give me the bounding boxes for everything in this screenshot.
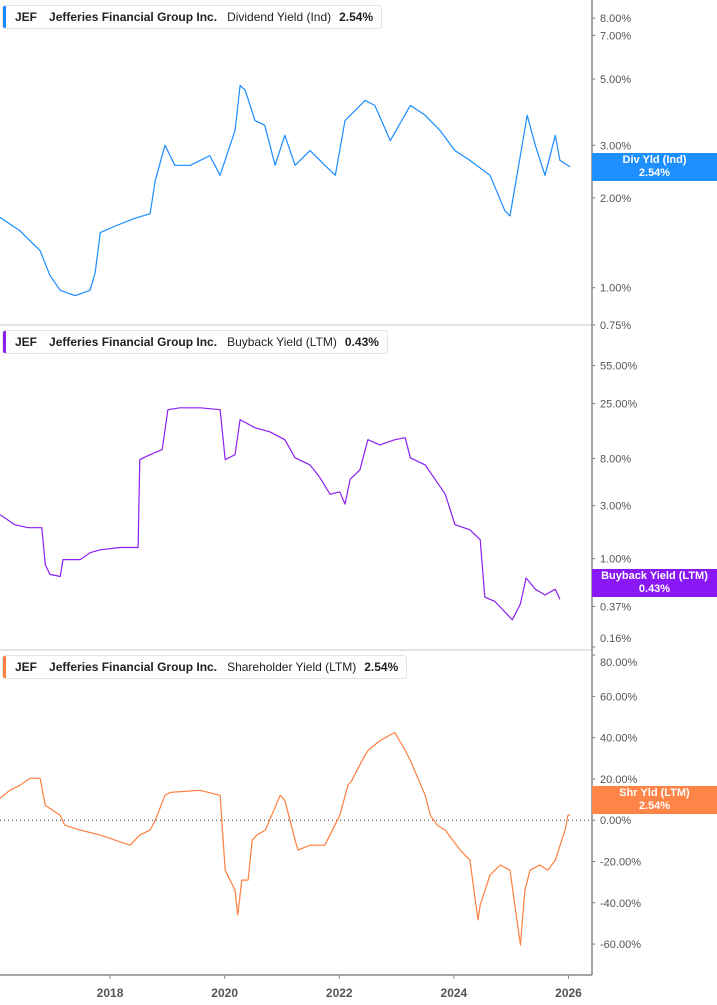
y-tick-label: -40.00% bbox=[600, 898, 641, 910]
y-tick-label: 60.00% bbox=[600, 691, 638, 703]
legend-ticker: JEF bbox=[15, 660, 38, 674]
y-tick-label: 3.00% bbox=[600, 501, 631, 513]
tag-label: Shr Yld (LTM) bbox=[619, 787, 690, 799]
x-tick-label: 2020 bbox=[211, 986, 238, 1000]
series-line-1 bbox=[0, 84, 571, 297]
y-tick-label: 8.00% bbox=[600, 453, 631, 465]
y-tick-label: 3.00% bbox=[600, 140, 631, 152]
series-color-marker bbox=[3, 656, 6, 678]
series-color-marker bbox=[3, 331, 6, 353]
legend-company: Jefferies Financial Group Inc. bbox=[49, 10, 218, 24]
current-value-tag-shareholder: Shr Yld (LTM) 2.54% bbox=[592, 786, 717, 814]
legend-metric: Shareholder Yield (LTM) bbox=[227, 660, 357, 674]
x-tick-label: 2026 bbox=[555, 986, 582, 1000]
y-tick-label: 7.00% bbox=[600, 30, 631, 42]
tag-label: Buyback Yield (LTM) bbox=[601, 570, 708, 582]
legend-shareholder-yield: JEF Jefferies Financial Group Inc. Share… bbox=[2, 655, 408, 679]
legend-company: Jefferies Financial Group Inc. bbox=[49, 335, 218, 349]
y-tick-label: 0.00% bbox=[600, 815, 631, 827]
series-color-marker bbox=[3, 6, 6, 28]
legend-metric: Buyback Yield (LTM) bbox=[227, 335, 337, 349]
legend-value: 2.54% bbox=[339, 10, 374, 24]
legend-metric: Dividend Yield (Ind) bbox=[227, 10, 332, 24]
legend-value: 0.43% bbox=[344, 335, 379, 349]
y-tick-label: 80.00% bbox=[600, 657, 638, 669]
y-tick-label: -60.00% bbox=[600, 939, 641, 951]
legend-company: Jefferies Financial Group Inc. bbox=[49, 660, 218, 674]
legend-ticker: JEF bbox=[15, 10, 38, 24]
tag-value: 0.43% bbox=[638, 583, 671, 595]
current-value-tag-buyback: Buyback Yield (LTM) 0.43% bbox=[592, 569, 717, 597]
y-tick-label: 5.00% bbox=[600, 74, 631, 86]
y-tick-label: 0.16% bbox=[600, 633, 631, 645]
tag-label: Div Yld (Ind) bbox=[622, 154, 687, 166]
y-tick-label: 8.00% bbox=[600, 13, 631, 25]
y-tick-label: 2.00% bbox=[600, 193, 631, 205]
legend-value: 2.54% bbox=[364, 660, 399, 674]
legend-ticker: JEF bbox=[15, 335, 38, 349]
y-tick-label: 40.00% bbox=[600, 733, 638, 745]
series-line-2 bbox=[0, 407, 561, 621]
tag-value: 2.54% bbox=[638, 800, 671, 812]
y-tick-label: 0.75% bbox=[600, 320, 631, 332]
y-tick-label: 0.37% bbox=[600, 602, 631, 614]
y-tick-label: 20.00% bbox=[600, 774, 638, 786]
y-tick-label: 1.00% bbox=[600, 283, 631, 295]
legend-buyback-yield: JEF Jefferies Financial Group Inc. Buyba… bbox=[2, 330, 388, 354]
x-tick-label: 2022 bbox=[326, 986, 353, 1000]
y-tick-label: 1.00% bbox=[600, 554, 631, 566]
x-tick-label: 2024 bbox=[441, 986, 468, 1000]
y-tick-label: 55.00% bbox=[600, 361, 638, 373]
legend-dividend-yield: JEF Jefferies Financial Group Inc. Divid… bbox=[2, 5, 383, 29]
y-tick-label: -20.00% bbox=[600, 856, 641, 868]
x-tick-label: 2018 bbox=[97, 986, 124, 1000]
current-value-tag-dividend: Div Yld (Ind) 2.54% bbox=[592, 153, 717, 181]
tag-value: 2.54% bbox=[638, 167, 671, 179]
y-tick-label: 25.00% bbox=[600, 399, 638, 411]
series-line-3 bbox=[0, 731, 571, 946]
